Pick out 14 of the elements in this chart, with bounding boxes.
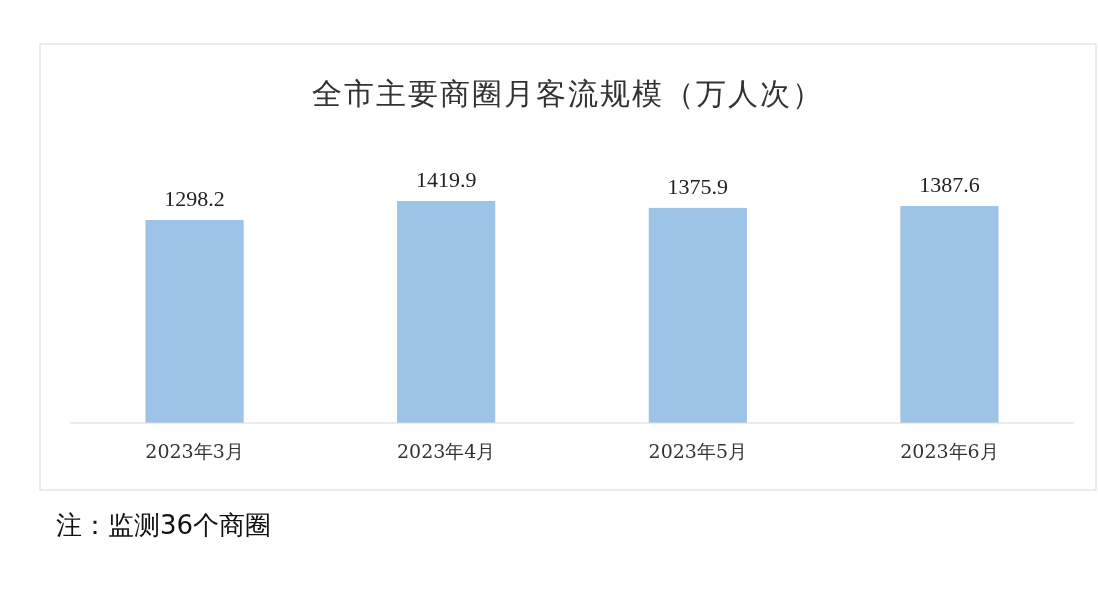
data-label: 1298.2 <box>164 186 225 212</box>
bar <box>397 201 496 423</box>
x-tick-label: 2023年3月 <box>145 440 244 463</box>
bar <box>648 207 747 423</box>
bar <box>145 220 244 423</box>
data-label: 1419.9 <box>415 167 477 193</box>
text: 注：监测36个商圈 <box>56 510 272 540</box>
chart-title: 全市主要商圈月客流规模（万人次） <box>312 76 824 111</box>
x-tick-label: 2023年5月 <box>648 440 748 463</box>
bar <box>900 206 999 423</box>
data-label: 1387.6 <box>919 172 980 198</box>
data-label: 1375.9 <box>667 173 729 199</box>
x-tick-label: 2023年4月 <box>396 440 496 463</box>
x-tick-label: 2023年6月 <box>900 440 999 463</box>
